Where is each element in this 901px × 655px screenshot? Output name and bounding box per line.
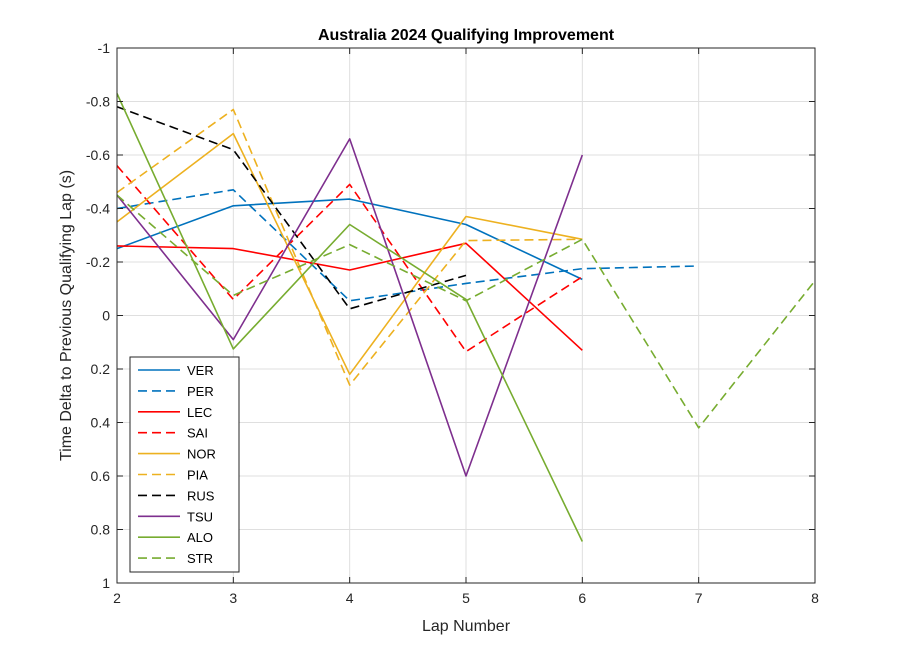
x-tick-label: 8	[811, 590, 819, 606]
series-line-str	[116, 194, 816, 429]
x-axis-title: Lap Number	[422, 618, 511, 635]
y-axis-title: Time Delta to Previous Qualifying Lap (s…	[58, 170, 75, 461]
series-line-nor	[116, 132, 583, 376]
series-line-tsu	[116, 138, 584, 477]
y-tick-label: -0.4	[86, 201, 110, 217]
x-tick-label: 5	[462, 590, 470, 606]
series-line-pia	[116, 108, 583, 386]
legend-box	[129, 356, 240, 573]
y-tick-label: 0.8	[91, 522, 111, 538]
legend-label: LEC	[187, 405, 212, 420]
chart-title: Australia 2024 Qualifying Improvement	[318, 27, 615, 44]
legend-label: RUS	[187, 488, 215, 503]
y-tick-label: 0.4	[91, 415, 111, 431]
y-tick-label: 1	[102, 575, 110, 591]
x-tick-label: 4	[346, 590, 354, 606]
legend-label: NOR	[187, 447, 216, 462]
x-tick-label: 6	[578, 590, 586, 606]
legend-label: SAI	[187, 426, 208, 441]
series-line-rus	[116, 106, 467, 310]
series-layer	[116, 93, 816, 542]
series-line-sai	[116, 165, 583, 353]
x-tick-label: 7	[695, 590, 703, 606]
series-line-ver	[116, 198, 583, 281]
legend-label: VER	[187, 363, 214, 378]
legend: VER PER LEC SAI NOR PIA RUS TSU ALO STR	[129, 356, 240, 573]
legend-label: STR	[187, 551, 213, 566]
y-tick-label: -0.2	[86, 254, 110, 270]
legend-label: PIA	[187, 468, 208, 483]
x-tick-label: 3	[229, 590, 237, 606]
legend-label: PER	[187, 384, 214, 399]
y-tick-label: 0.2	[91, 361, 111, 377]
legend-label: ALO	[187, 530, 213, 545]
ticks: 2 3 4 5 6 7 8 -1 -0.8 -0.6 -0.4 -0.2 0 0.2 0.4 0.6 0.8 1	[86, 40, 819, 606]
x-tick-label: 2	[113, 590, 121, 606]
y-tick-label: -0.6	[86, 147, 110, 163]
y-tick-label: 0.6	[91, 468, 111, 484]
series-line-lec	[116, 242, 583, 351]
y-tick-label: -1	[98, 40, 111, 56]
y-tick-label: 0	[102, 308, 110, 324]
y-tick-label: -0.8	[86, 94, 110, 110]
series-line-alo	[116, 93, 584, 542]
legend-label: TSU	[187, 509, 213, 524]
